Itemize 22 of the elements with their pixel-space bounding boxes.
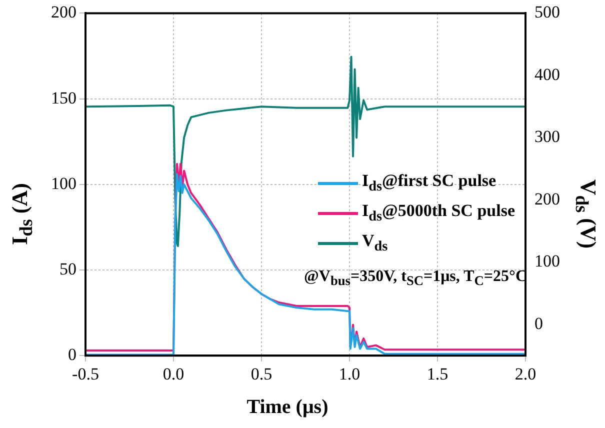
y2-tick-label: 300 — [534, 127, 560, 146]
legend-label: V$_{ds}$ — [362, 230, 388, 256]
x-axis-title: Time (μs) — [246, 396, 330, 419]
y-tick-label: 100 — [51, 174, 76, 193]
y2-tick-label: 500 — [534, 2, 560, 22]
y2-tick-label: 400 — [534, 64, 560, 84]
x-tick-label: 2.0 — [514, 364, 536, 384]
x-tick-label: 0.0 — [162, 364, 184, 384]
x-tick-label: 0.5 — [250, 364, 272, 384]
legend-label: I$_{ds}$@5000th SC pulse — [362, 200, 515, 226]
y-tick-label: 0 — [68, 345, 76, 364]
x-tick-label: -0.5 — [72, 364, 99, 384]
legend-label: I$_{ds}$@first SC pulse — [362, 170, 496, 196]
x-tick-label: 1.5 — [426, 364, 448, 384]
y-tick-label: 50 — [60, 259, 76, 278]
y-tick-label: 150 — [51, 88, 76, 108]
y2-tick-label: 0 — [534, 314, 543, 333]
x-tick-label: 1.0 — [338, 364, 360, 384]
y2-tick-label: 200 — [534, 189, 560, 208]
y-tick-label: 200 — [51, 2, 76, 22]
y2-tick-label: 100 — [534, 252, 560, 271]
annotation: @V$_{bus}$=350V, t$_{SC}$=1μs, T$_{C}$=25°C — [304, 268, 527, 290]
